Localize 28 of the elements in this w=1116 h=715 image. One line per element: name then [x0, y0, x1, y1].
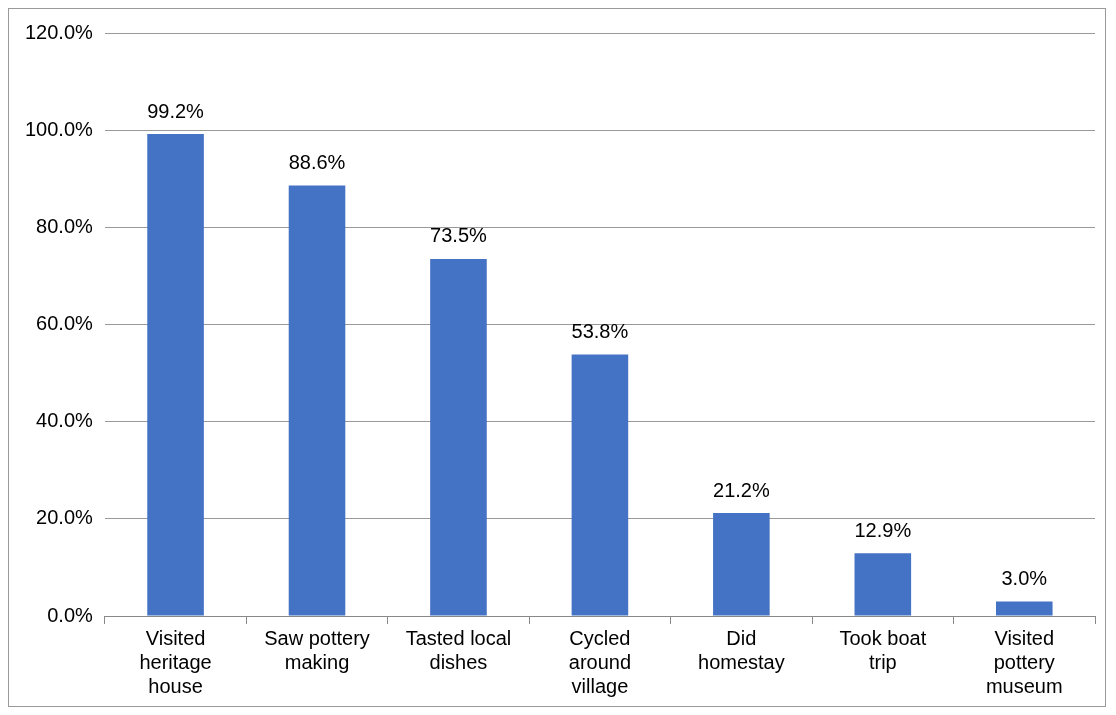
x-tick-label: Did homestay: [698, 626, 785, 673]
data-label: 21.2%: [713, 478, 770, 501]
data-label: 99.2%: [147, 99, 205, 122]
y-tick-label: 100.0%: [24, 117, 94, 140]
bar: [713, 513, 770, 616]
x-tick-label: Saw pottery making: [264, 626, 370, 673]
data-label: 12.9%: [854, 518, 912, 541]
x-tick-label: Visited heritage house: [139, 626, 212, 697]
data-label: 53.8%: [571, 320, 629, 343]
bar: [147, 134, 204, 616]
bar: [430, 258, 487, 616]
data-label: 73.5%: [430, 224, 488, 247]
x-tick-label: Cycled around village: [568, 626, 632, 697]
bar: [995, 601, 1053, 616]
bar: [288, 185, 346, 616]
y-tick-label: 0.0%: [47, 603, 94, 626]
x-tick-label: Took boat trip: [839, 626, 927, 673]
bar: [571, 354, 629, 616]
y-tick-label: 60.0%: [36, 312, 94, 335]
bar: [854, 553, 912, 616]
data-label: 3.0%: [1001, 566, 1048, 589]
y-tick-label: 80.0%: [36, 214, 94, 237]
x-tick-label: Visited pottery museum: [985, 626, 1063, 697]
data-label: 88.6%: [288, 151, 346, 174]
x-tick-label: Tasted local dishes: [405, 626, 512, 673]
y-tick-label: 40.0%: [36, 409, 94, 432]
y-tick-label: 20.0%: [36, 506, 94, 529]
y-tick-label: 120.0%: [24, 20, 94, 43]
